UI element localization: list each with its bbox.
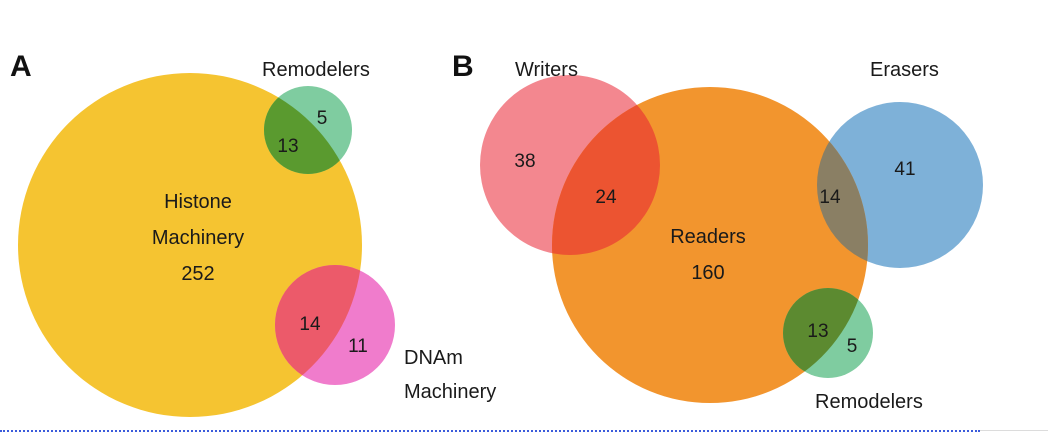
readers-erasers-count: 14: [819, 187, 841, 208]
histone-remodelers-count: 13: [277, 136, 298, 157]
remodelers-label-b: Remodelers: [815, 391, 923, 413]
remodelers-only-count-a: 5: [317, 108, 328, 129]
divider-stub: [980, 430, 1048, 431]
histone-dnam-overlap: [275, 265, 362, 385]
erasers-only-count: 41: [894, 159, 915, 180]
readers-remodelers-count: 13: [807, 321, 828, 342]
panel-a: A Remodelers 5 13 Histone Machinery 252 …: [10, 50, 496, 417]
panel-b-label: B: [452, 50, 474, 83]
writers-label: Writers: [515, 59, 578, 81]
readers-count: 160: [691, 262, 724, 284]
remodelers-label-a: Remodelers: [262, 59, 370, 81]
writers-readers-count: 24: [595, 187, 617, 208]
writers-only-count: 38: [514, 151, 535, 172]
remodelers-only-count-b: 5: [847, 336, 858, 357]
dnam-only-count: 11: [348, 336, 368, 357]
panel-b: B Writers Erasers 38 24 Readers 160 14 4…: [452, 50, 983, 413]
histone-label-line2: Machinery: [152, 227, 244, 249]
dotted-divider: [0, 430, 980, 432]
histone-dnam-count: 14: [299, 314, 321, 335]
panel-a-label: A: [10, 50, 32, 83]
dnam-label-line1: DNAm: [404, 347, 463, 369]
dnam-label-line2: Machinery: [404, 381, 496, 403]
readers-label: Readers: [670, 226, 746, 248]
erasers-label: Erasers: [870, 59, 939, 81]
histone-label-line1: Histone: [164, 191, 232, 213]
histone-count: 252: [181, 263, 214, 285]
